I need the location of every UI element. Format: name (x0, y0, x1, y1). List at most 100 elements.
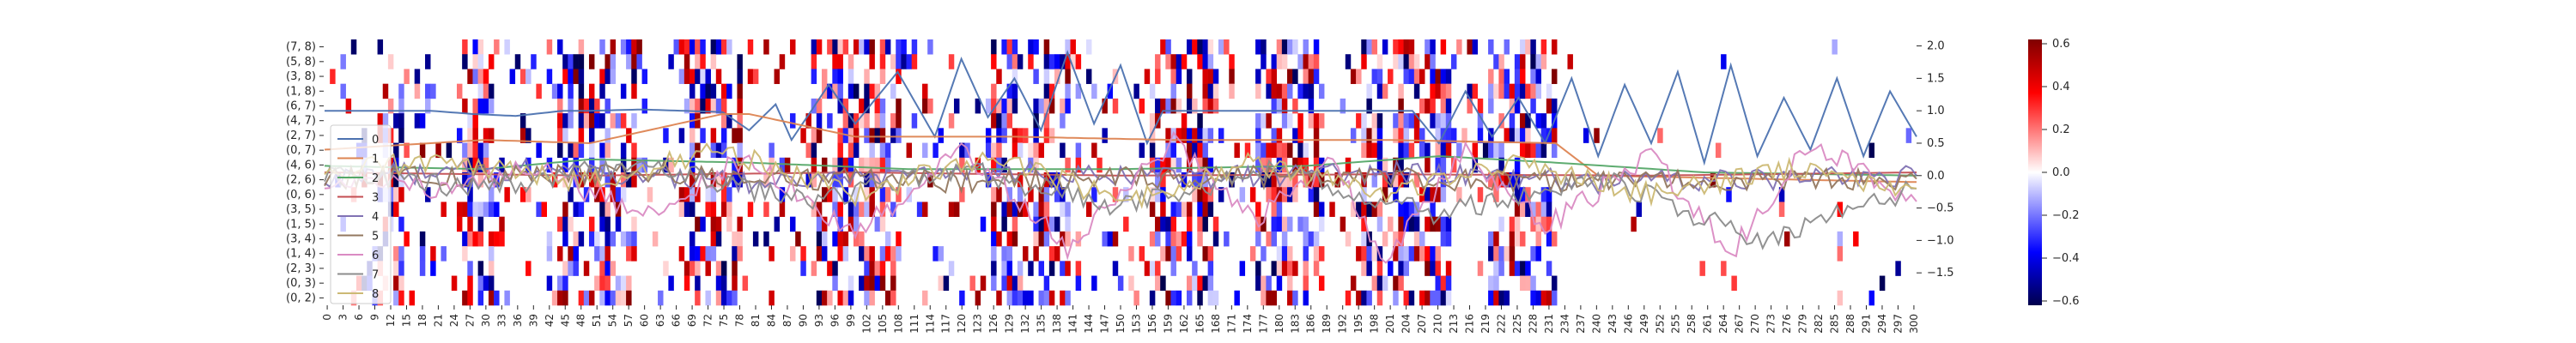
heatmap-cell (1366, 261, 1372, 276)
heatmap-cell (1425, 261, 1431, 276)
heatmap-cell (1535, 216, 1541, 232)
heatmap-cell (1197, 202, 1203, 217)
heatmap-cell (1318, 216, 1325, 232)
heatmap-cell (683, 261, 690, 276)
heatmap-cell (1255, 113, 1261, 129)
heatmap-cell (377, 113, 384, 129)
heatmap-cell (1207, 54, 1214, 69)
heatmap-cell (720, 142, 727, 159)
heatmap-cell (1075, 54, 1082, 69)
heatmap-cell (710, 83, 717, 99)
heatmap-cell (578, 39, 585, 55)
heatmap-cell (1493, 261, 1499, 276)
heatmap-cell (1488, 83, 1494, 99)
heatmap-cell (884, 157, 891, 173)
heatmap-cell (599, 216, 605, 232)
heatmap-cell (1509, 83, 1516, 99)
heatmap-cell (1091, 275, 1097, 292)
y-tick-label: (1, 5) (286, 218, 316, 231)
x-tick-label: 285 (1829, 314, 1841, 334)
heatmap-cell (477, 39, 484, 55)
heatmap-cell (1207, 202, 1214, 217)
heatmap-cell (1371, 69, 1378, 84)
heatmap-cell (1477, 128, 1484, 143)
heatmap-cell (1371, 113, 1378, 129)
heatmap-cell (763, 231, 769, 247)
heatmap-cell (1356, 113, 1362, 129)
heatmap-cell (1239, 187, 1246, 202)
heatmap-cell (387, 54, 394, 69)
heatmap-cell (853, 216, 860, 232)
heatmap-cell (1128, 246, 1134, 262)
heatmap-cell (588, 142, 595, 159)
heatmap-cell (1366, 98, 1372, 114)
heatmap-cell (573, 246, 579, 262)
heatmap-cell (472, 202, 478, 217)
heatmap-cell (1408, 246, 1415, 262)
heatmap-cell (1176, 290, 1182, 306)
heatmap-cell (720, 202, 727, 217)
heatmap-cell (896, 246, 902, 262)
heatmap-cell (695, 113, 701, 129)
heatmap-cell (610, 231, 617, 247)
heatmap-cell (811, 128, 817, 143)
heatmap-cell (848, 216, 854, 232)
legend-box (330, 124, 392, 304)
heatmap-cell (690, 246, 696, 262)
x-tick-label: 36 (512, 314, 524, 327)
heatmap-cell (615, 187, 622, 202)
heatmap-cell (1398, 113, 1404, 129)
heatmap-cell (1255, 275, 1261, 292)
heatmap-cell (1425, 54, 1431, 69)
heatmap-cell (1514, 216, 1521, 232)
heatmap-cell (1255, 142, 1261, 159)
heatmap-cell (1361, 246, 1367, 262)
heatmap-cell (678, 39, 685, 55)
heatmap-cell (1271, 54, 1277, 69)
heatmap-cell (1085, 202, 1092, 217)
heatmap-cells (330, 39, 1912, 306)
x-tick-label: 210 (1432, 314, 1444, 334)
heatmap-cell (1043, 275, 1050, 292)
heatmap-cell (948, 202, 955, 217)
heatmap-cell (1160, 157, 1166, 173)
heatmap-cell (1165, 231, 1171, 247)
heatmap-cell (938, 128, 944, 143)
heatmap-cell (1530, 54, 1536, 69)
x-tick-label: 57 (623, 314, 635, 327)
heatmap-cell (1202, 142, 1208, 159)
heatmap-cell (467, 261, 473, 276)
heatmap-cell (980, 275, 987, 292)
x-tick-label: 276 (1781, 314, 1793, 334)
x-tick-label: 162 (1178, 314, 1190, 334)
heatmap-cell (1895, 261, 1901, 276)
heatmap-cell (1139, 142, 1145, 159)
heatmap-cell (1636, 202, 1643, 217)
heatmap-cell (1202, 157, 1208, 173)
heatmap-cell (393, 142, 399, 159)
heatmap-cell (1192, 98, 1198, 114)
heatmap-cell (568, 98, 574, 114)
heatmap-cell (1012, 69, 1018, 84)
heatmap-cell (1393, 275, 1399, 292)
y-tick-label: (3, 5) (286, 203, 316, 216)
heatmap-cell (678, 128, 685, 143)
heatmap-cell (821, 290, 828, 306)
heatmap-cell (647, 187, 653, 202)
heatmap-cell (477, 231, 484, 247)
heatmap-cell (1048, 290, 1055, 306)
heatmap-cell (1493, 83, 1499, 99)
x-tick-label: 186 (1305, 314, 1317, 334)
heatmap-cell (1514, 128, 1521, 143)
x-tick-label: 228 (1527, 314, 1539, 334)
colorbar-tick-label: 0.0 (2052, 166, 2070, 179)
heatmap-cell (1403, 261, 1409, 276)
heatmap-cell (700, 246, 706, 262)
heatmap-cell (1249, 246, 1256, 262)
heatmap-cell (1313, 172, 1320, 188)
heatmap-cell (1546, 261, 1552, 276)
heatmap-cell (1514, 231, 1521, 247)
heatmap-cell (1197, 231, 1203, 247)
heatmap-cell (536, 83, 542, 99)
heatmap-cell (1450, 54, 1457, 69)
